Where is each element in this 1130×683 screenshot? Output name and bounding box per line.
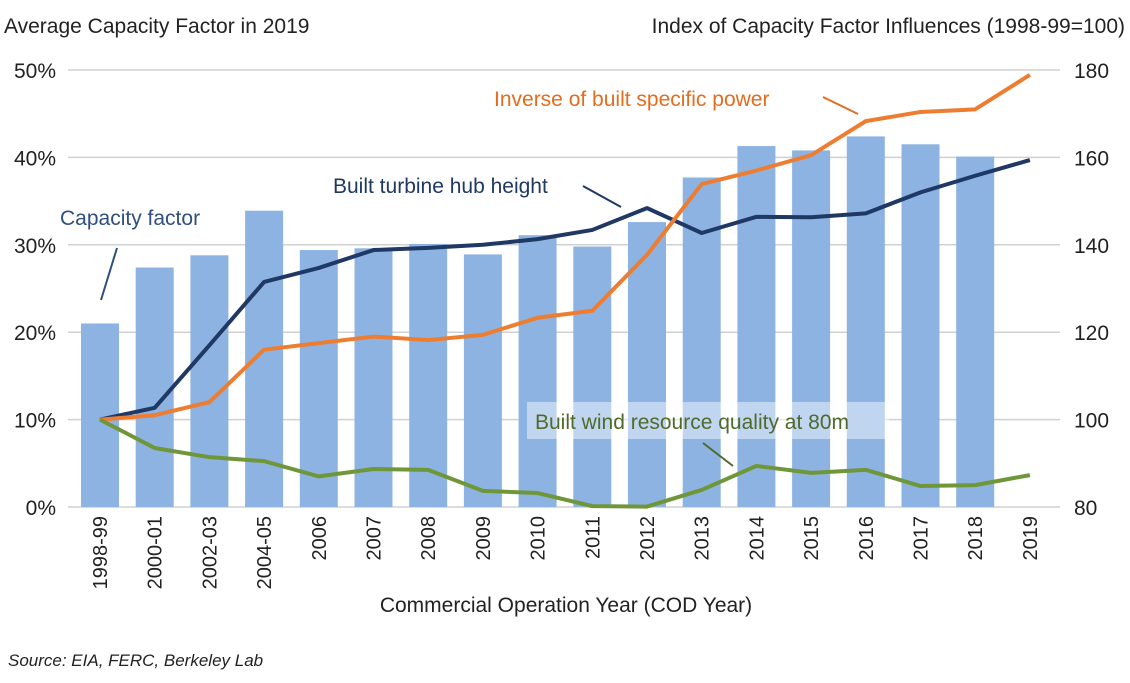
left-tick-label: 0% (26, 497, 56, 520)
bar (628, 222, 666, 508)
bar (518, 235, 557, 507)
x-tick-label: 1998-99 (90, 516, 112, 589)
specific-power-label: Inverse of built specific power (494, 88, 769, 111)
bar (463, 254, 502, 507)
x-tick-label: 2010 (528, 516, 550, 561)
x-tick-label: 2013 (692, 516, 714, 561)
lines (99, 73, 1031, 509)
right-tick-label: 100 (1074, 410, 1109, 433)
wind-quality-label: Built wind resource quality at 80m (535, 411, 849, 434)
bars (81, 136, 995, 508)
left-tick-label: 50% (14, 60, 56, 83)
x-tick-label: 2009 (473, 516, 495, 561)
left-tick-label: 30% (14, 235, 56, 258)
bar (573, 246, 612, 507)
bar (190, 255, 229, 507)
left-axis-title: Average Capacity Factor in 2019 (4, 15, 309, 38)
bar (245, 210, 284, 508)
hub-height-label: Built turbine hub height (333, 175, 548, 198)
bar (409, 243, 448, 507)
right-tick-label: 140 (1074, 235, 1109, 258)
series-line-0 (99, 158, 1031, 422)
right-tick-label: 160 (1074, 147, 1109, 170)
annotations: Capacity factor Built turbine hub height I… (60, 88, 889, 467)
x-tick-label: 2012 (637, 516, 659, 561)
right-axis-title: Index of Capacity Factor Influences (199… (652, 15, 1125, 38)
bar (737, 146, 776, 507)
series-line-1 (99, 73, 1031, 422)
right-tick-label: 120 (1074, 322, 1109, 345)
x-tick-label: 2008 (418, 516, 440, 561)
x-tick-label: 2014 (746, 516, 768, 561)
source-note: Source: EIA, FERC, Berkeley Lab (8, 651, 263, 670)
right-tick-label: 180 (1074, 60, 1109, 83)
left-tick-label: 10% (14, 410, 56, 433)
x-tick-label: 2016 (856, 516, 878, 561)
x-tick-label: 2002-03 (199, 516, 221, 589)
x-tick-label: 2007 (364, 516, 386, 561)
bar (956, 156, 995, 507)
leader-line (582, 185, 622, 208)
bar (846, 136, 885, 507)
left-tick-label: 20% (14, 322, 56, 345)
leader-line (100, 247, 118, 301)
x-tick-label: 2006 (309, 516, 331, 561)
bar (135, 267, 174, 507)
left-tick-label: 40% (14, 147, 56, 170)
x-axis-title: Commercial Operation Year (COD Year) (380, 594, 752, 617)
bar (901, 144, 940, 508)
capacity-factor-label: Capacity factor (60, 207, 200, 230)
x-tick-label: 2017 (911, 516, 933, 561)
leader-line (702, 442, 734, 467)
gridlines (68, 69, 1060, 508)
bar (299, 250, 338, 507)
bar (354, 248, 393, 507)
x-tick-label: 2000-01 (145, 516, 167, 589)
bar (792, 150, 831, 507)
x-tick-label: 2019 (1020, 516, 1042, 561)
x-tick-label: 2004-05 (254, 516, 276, 589)
wind-label-background (527, 402, 889, 439)
x-tick-label: 2011 (582, 516, 604, 559)
series-line-2 (99, 417, 1031, 509)
tick-labels: 0% 10% 20% 30% 40% 50% 80 100 120 140 160 180 1998-9… (14, 60, 1109, 589)
x-tick-label: 2018 (965, 516, 987, 561)
x-tick-label: 2015 (801, 516, 823, 561)
right-tick-label: 80 (1074, 497, 1097, 520)
leader-line (822, 96, 859, 115)
